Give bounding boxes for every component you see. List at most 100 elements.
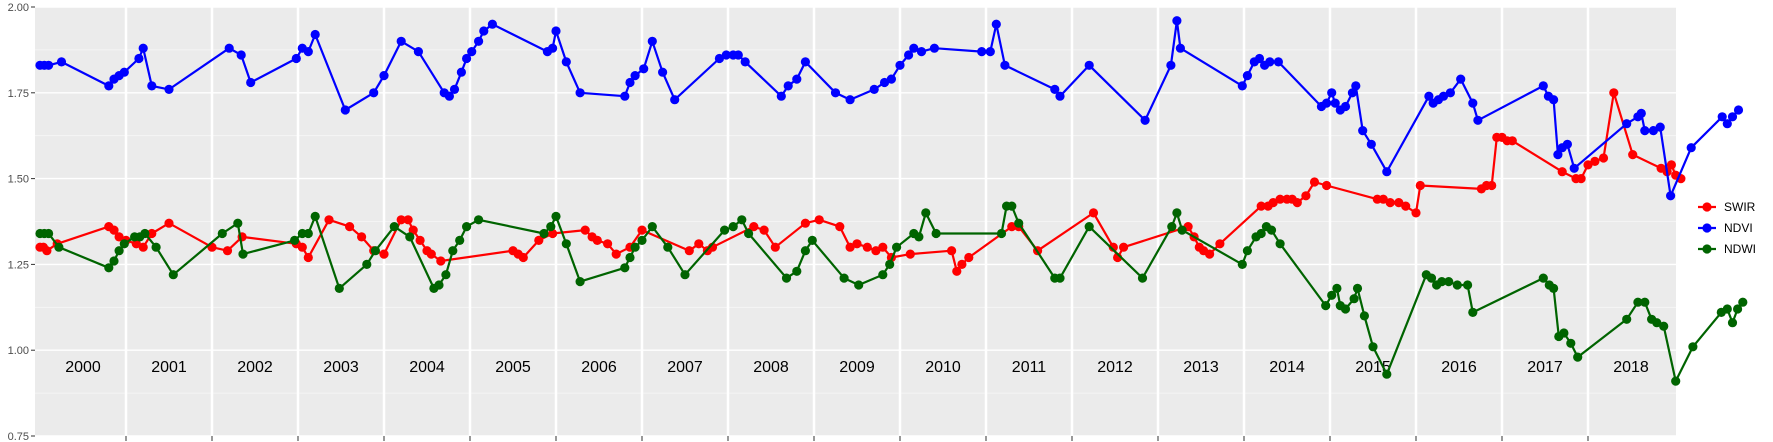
data-point-swir (426, 249, 436, 259)
data-point-ndvi (1640, 126, 1650, 136)
data-point-ndwi (637, 235, 647, 245)
y-tick-label: 1.50 (8, 174, 29, 186)
data-point-ndvi (119, 67, 129, 77)
data-point-swir (1301, 191, 1311, 201)
data-point-swir (952, 266, 962, 276)
data-point-ndvi (1562, 139, 1572, 149)
year-label: 2013 (1183, 359, 1219, 376)
data-point-ndvi (658, 67, 668, 77)
data-point-ndwi (680, 270, 690, 280)
data-point-ndvi (1330, 98, 1340, 108)
year-label: 2002 (237, 359, 273, 376)
legend: SWIR NDVI NDWI (1698, 200, 1756, 256)
data-point-swir (759, 225, 769, 235)
data-point-ndvi (670, 95, 680, 105)
legend-item-ndwi: NDWI (1698, 242, 1756, 256)
data-point-ndwi (1352, 283, 1363, 293)
data-point-swir (403, 215, 413, 225)
data-point-swir (1205, 249, 1215, 259)
data-point-ndwi (1559, 328, 1569, 338)
data-point-ndvi (1424, 91, 1434, 101)
data-point-swir (1401, 201, 1411, 211)
data-point-ndvi (1242, 71, 1252, 81)
series-lines (35, 16, 1748, 386)
data-point-swir (1487, 180, 1497, 191)
data-point-swir (964, 252, 974, 263)
data-point-ndwi (800, 246, 811, 256)
data-point-swir (1507, 136, 1517, 146)
data-point-ndvi (379, 71, 389, 81)
data-point-ndvi (561, 57, 571, 67)
year-label: 2010 (925, 359, 961, 376)
data-point-ndvi (630, 71, 640, 81)
data-point-ndwi (1266, 225, 1277, 235)
data-point-ndvi (291, 53, 301, 64)
data-point-ndvi (56, 57, 67, 67)
data-point-ndvi (647, 36, 657, 46)
data-point-ndvi (800, 57, 811, 67)
data-point-ndvi (1358, 126, 1368, 136)
data-point-ndwi (1242, 246, 1252, 256)
data-point-swir (580, 225, 590, 235)
data-point-ndvi (462, 53, 472, 64)
data-point-ndvi (1327, 88, 1337, 98)
data-point-ndwi (546, 222, 556, 232)
data-point-ndwi (1727, 318, 1738, 328)
data-point-ndwi (1652, 318, 1662, 328)
data-point-swir (1590, 156, 1600, 166)
data-point-swir (852, 239, 862, 249)
data-point-ndvi (396, 36, 406, 46)
year-label: 2012 (1097, 359, 1133, 376)
data-point-swir (1309, 177, 1320, 187)
data-point-swir (1378, 194, 1388, 204)
legend-label: NDWI (1724, 242, 1756, 256)
data-point-ndwi (441, 270, 451, 280)
data-point-ndwi (290, 235, 300, 245)
data-point-ndvi (1468, 98, 1478, 108)
data-point-ndwi (1722, 304, 1732, 314)
data-point-swir (147, 228, 157, 239)
data-point-swir (1628, 150, 1638, 160)
data-point-ndwi (744, 228, 754, 239)
legend-label: SWIR (1724, 200, 1756, 214)
data-point-ndvi (783, 81, 793, 91)
data-point-swir (694, 239, 704, 249)
data-point-ndwi (885, 259, 895, 269)
data-point-ndwi (1256, 228, 1266, 239)
data-point-ndvi (1347, 88, 1357, 98)
data-point-ndvi (467, 47, 477, 57)
data-point-ndwi (1137, 273, 1148, 283)
data-point-ndvi (246, 77, 256, 88)
y-tick-label: 1.25 (8, 259, 29, 271)
data-point-ndwi (931, 228, 941, 239)
data-point-ndwi (168, 270, 178, 280)
data-point-ndwi (238, 249, 248, 259)
data-point-ndvi (413, 47, 423, 57)
data-point-swir (297, 242, 307, 252)
data-point-swir (845, 242, 855, 252)
data-point-ndwi (1633, 297, 1643, 307)
data-point-swir (800, 218, 811, 228)
data-point-ndwi (625, 252, 635, 263)
data-point-ndvi (721, 50, 731, 60)
year-label: 2005 (495, 359, 531, 376)
data-point-swir (1108, 242, 1118, 252)
data-point-swir (878, 242, 888, 252)
data-point-swir (1598, 153, 1609, 163)
data-point-ndwi (1368, 342, 1378, 352)
data-point-ndwi (310, 211, 320, 221)
data-point-ndwi (1463, 280, 1473, 290)
data-point-ndvi (551, 26, 561, 36)
data-point-ndwi (1733, 304, 1743, 314)
data-point-ndwi (233, 218, 243, 228)
data-point-ndvi (134, 53, 144, 64)
data-point-swir (1666, 160, 1676, 170)
year-label: 2014 (1269, 359, 1305, 376)
data-point-ndwi (539, 228, 549, 239)
data-point-swir (1576, 174, 1586, 184)
data-point-ndvi (44, 60, 54, 70)
data-point-ndwi (1321, 301, 1331, 311)
data-point-ndvi (1655, 122, 1665, 132)
data-point-ndvi (1050, 84, 1060, 94)
